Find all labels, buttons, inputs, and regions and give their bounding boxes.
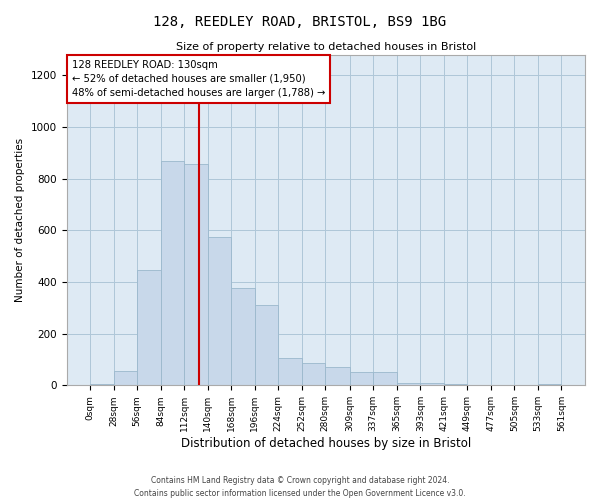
Bar (231, 288, 255, 386)
Bar (444, 384, 467, 386)
Bar (113, 371, 137, 386)
Bar (397, 383, 420, 386)
Bar (137, 270, 161, 386)
Bar (373, 372, 397, 386)
Text: 128 REEDLEY ROAD: 130sqm
← 52% of detached houses are smaller (1,950)
48% of sem: 128 REEDLEY ROAD: 130sqm ← 52% of detach… (72, 60, 325, 98)
Title: Size of property relative to detached houses in Bristol: Size of property relative to detached ho… (176, 42, 476, 52)
Bar (278, 358, 302, 386)
X-axis label: Distribution of detached houses by size in Bristol: Distribution of detached houses by size … (181, 437, 471, 450)
Bar (184, 164, 208, 386)
Bar (161, 160, 184, 386)
Bar (350, 372, 373, 386)
Text: 128, REEDLEY ROAD, BRISTOL, BS9 1BG: 128, REEDLEY ROAD, BRISTOL, BS9 1BG (154, 15, 446, 29)
Bar (302, 364, 325, 386)
Bar (208, 237, 231, 386)
Text: Contains HM Land Registry data © Crown copyright and database right 2024.
Contai: Contains HM Land Registry data © Crown c… (134, 476, 466, 498)
Y-axis label: Number of detached properties: Number of detached properties (15, 138, 25, 302)
Bar (538, 384, 562, 386)
Bar (325, 368, 350, 386)
Bar (90, 384, 113, 386)
Bar (255, 306, 278, 386)
Bar (420, 383, 444, 386)
